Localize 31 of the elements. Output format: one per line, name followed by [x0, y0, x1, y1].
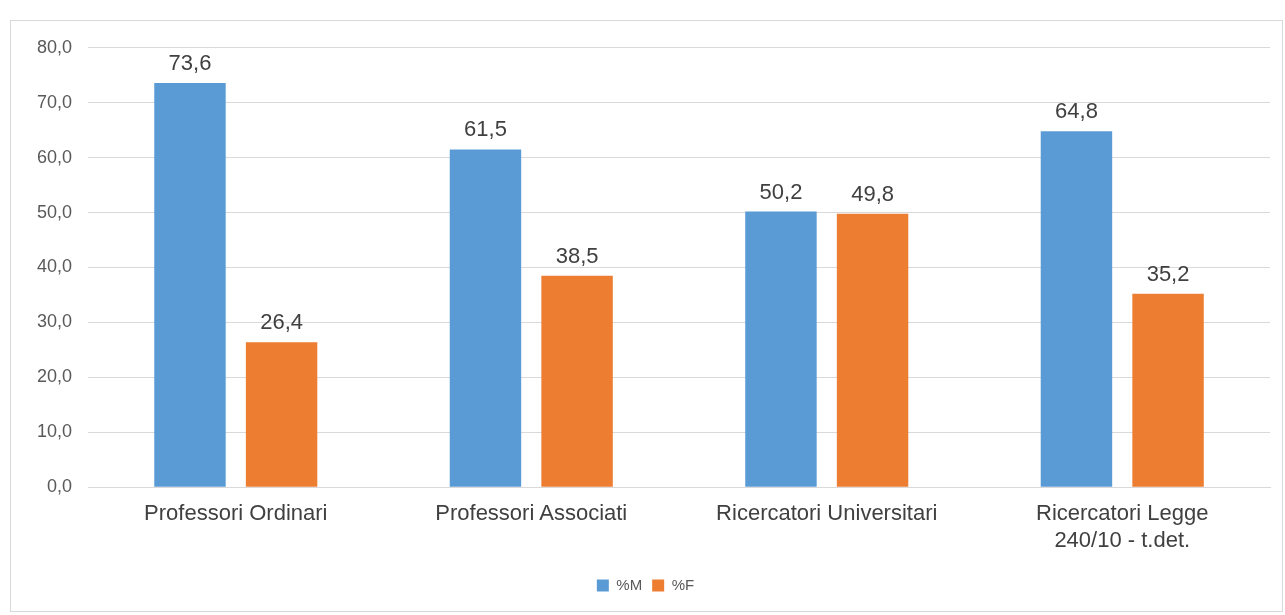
text: 35,2 [1146, 260, 1190, 286]
y-tick-label: 10,0 [36, 421, 73, 442]
legend-label: %M [616, 575, 643, 593]
bar [154, 82, 226, 487]
y-tick-label: 20,0 [36, 366, 73, 387]
text: 26,4 [260, 309, 303, 335]
y-tick-label: 50,0 [36, 201, 73, 222]
text: 38,5 [555, 242, 599, 268]
y-tick-label: 60,0 [36, 146, 73, 167]
y-tick-label: 0,0 [47, 476, 73, 497]
text: 61,5 [464, 116, 507, 142]
bar [836, 213, 909, 487]
bar [1040, 131, 1113, 487]
text: 73,6 [168, 50, 212, 76]
x-tick-label: Ricercatori Universitari [716, 500, 938, 526]
y-tick-label: 80,0 [36, 36, 73, 57]
x-tick-label: Professori Associati [435, 500, 628, 526]
legend-label: %F [671, 575, 695, 593]
bar [449, 149, 522, 487]
text: 49,8 [851, 180, 894, 206]
text: 50,2 [759, 178, 803, 204]
x-tick-label: Ricercatori Legge 240/10 - t.det. [1036, 500, 1209, 552]
bar [1132, 293, 1204, 487]
y-tick-label: 70,0 [36, 91, 73, 112]
x-tick-label: Professori Ordinari [144, 500, 328, 526]
bar [745, 211, 817, 487]
text: 64,8 [1055, 98, 1098, 124]
y-tick-label: 40,0 [36, 256, 73, 277]
bar [245, 342, 318, 487]
bar [541, 275, 613, 487]
y-tick-label: 30,0 [36, 311, 73, 332]
